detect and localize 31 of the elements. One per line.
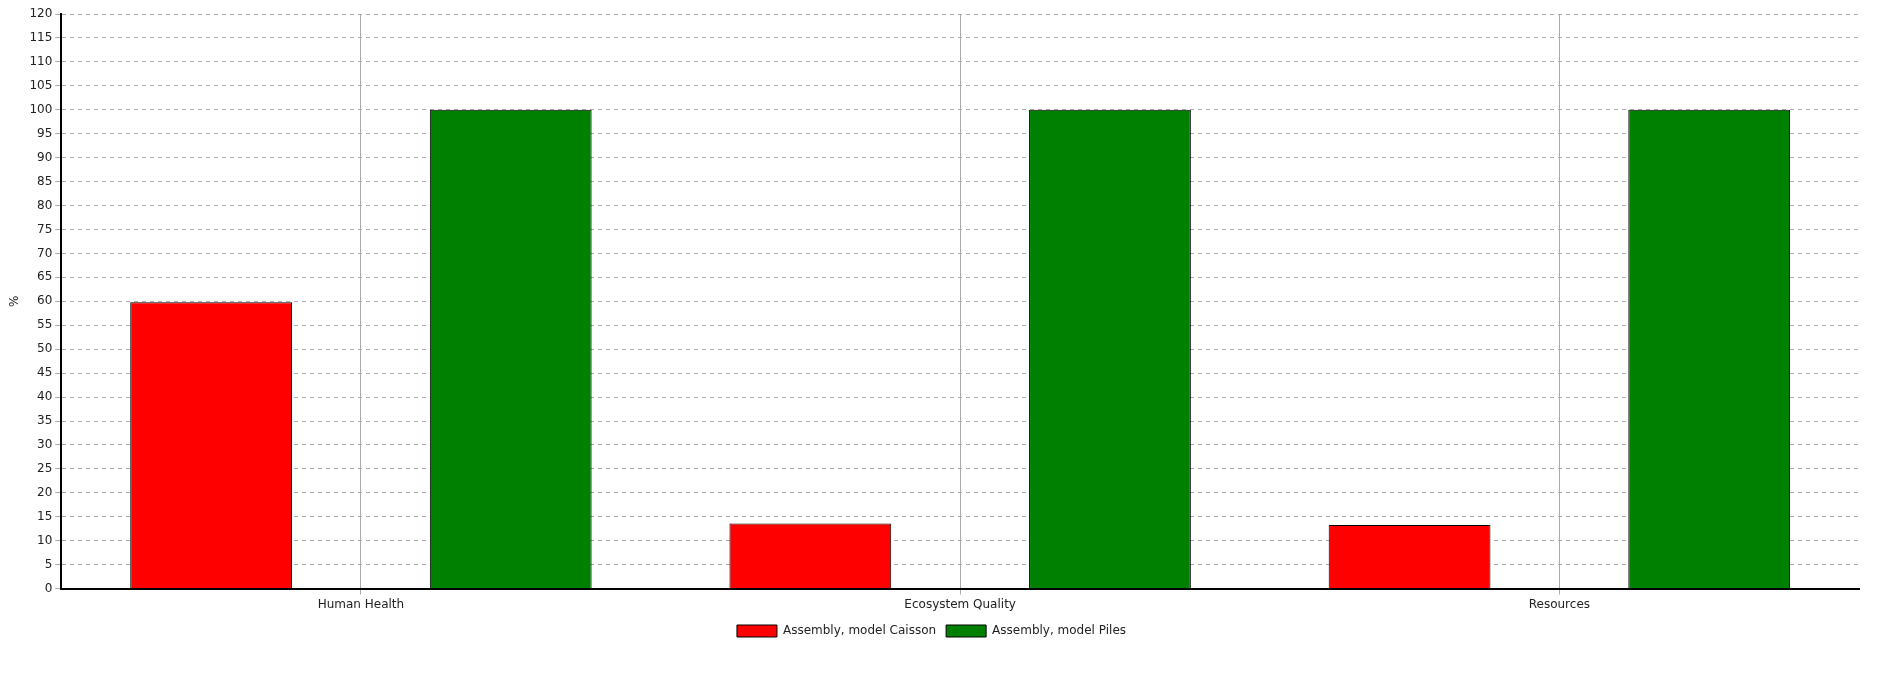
y-tick-label: 0 (44, 580, 53, 595)
y-tick-label: 70 (37, 245, 53, 260)
y-tick-label: 10 (37, 532, 53, 547)
y-tick-label: 85 (37, 173, 53, 188)
y-axis-title: % (7, 295, 22, 307)
y-tick-label: 25 (37, 461, 53, 476)
y-tick-label: 15 (37, 508, 53, 523)
y-tick-label: 120 (29, 6, 53, 21)
y-tick-label: 100 (29, 101, 53, 116)
y-tick-label: 40 (37, 389, 53, 404)
y-tick-label: 105 (29, 77, 53, 92)
y-tick-label: 5 (44, 556, 53, 571)
y-tick-label: 110 (29, 54, 53, 69)
y-tick-label: 35 (37, 413, 53, 428)
x-tick-label: Ecosystem Quality (904, 596, 1016, 611)
y-tick-label: 30 (37, 437, 53, 452)
y-tick-label: 95 (37, 125, 53, 140)
x-tick-label: Resources (1528, 596, 1591, 611)
y-tick-label: 80 (37, 197, 53, 212)
y-tick-label: 90 (37, 149, 53, 164)
legend-label: Assembly, model Caisson (782, 623, 937, 638)
y-tick-label: 50 (37, 341, 53, 356)
y-tick-label: 115 (29, 30, 53, 45)
y-tick-label: 75 (37, 221, 53, 236)
y-tick-label: 45 (37, 365, 53, 380)
y-tick-label: 65 (37, 269, 53, 284)
x-tick-label: Human Health (317, 596, 405, 611)
legend-label: Assembly, model Piles (992, 623, 1127, 638)
y-tick-label: 20 (37, 484, 53, 499)
y-tick-label: 60 (37, 293, 53, 308)
y-tick-label: 55 (37, 317, 53, 332)
